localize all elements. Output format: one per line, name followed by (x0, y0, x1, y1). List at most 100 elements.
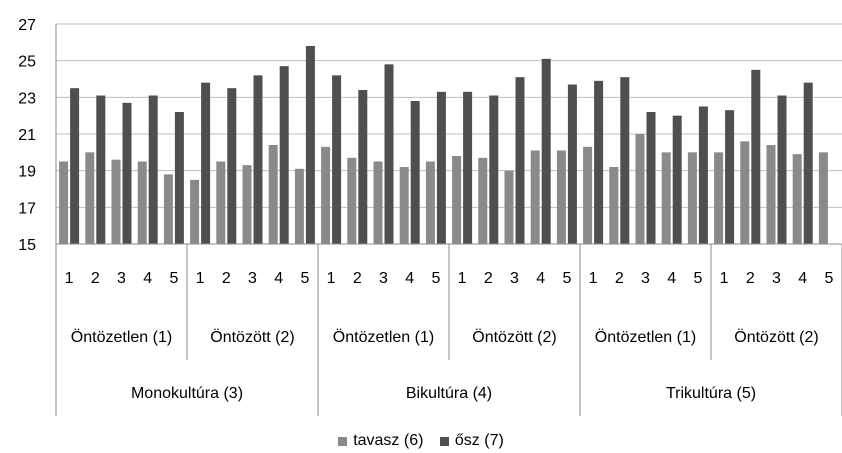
legend: tavasz (6) ősz (7) (0, 432, 842, 451)
bar-osz (672, 115, 682, 245)
x-tick-label: 4 (536, 270, 545, 287)
bar-tavasz (792, 154, 802, 244)
y-tick-label: 21 (18, 127, 36, 144)
bar-osz (384, 64, 394, 244)
x-tick-label: 4 (274, 270, 283, 287)
bar-osz (777, 95, 787, 244)
bar-osz (489, 95, 499, 244)
bar-tavasz (268, 145, 278, 244)
x-tick-label: 2 (91, 270, 100, 287)
bar-tavasz (818, 152, 828, 244)
y-tick-label: 23 (18, 90, 36, 107)
legend-item-tavasz: tavasz (6) (338, 432, 423, 450)
bar-tavasz (714, 152, 724, 244)
bar-tavasz (504, 170, 514, 244)
x-tick-label: 4 (798, 270, 807, 287)
group-label-crop: Monokultúra (3) (131, 385, 243, 402)
x-tick-label: 4 (143, 270, 152, 287)
bar-tavasz (766, 145, 776, 244)
bar-osz (725, 110, 735, 245)
x-tick-label: 5 (824, 270, 833, 287)
x-tick-label: 5 (431, 270, 440, 287)
bar-tavasz (321, 146, 331, 244)
y-tick-label: 25 (18, 54, 36, 71)
bar-tavasz (609, 167, 619, 244)
x-tick-label: 3 (117, 270, 126, 287)
bar-tavasz (452, 156, 462, 244)
group-label-irrigation: Öntözött (2) (472, 328, 556, 346)
x-tick-label: 2 (746, 270, 755, 287)
bar-osz (620, 77, 630, 245)
gridlines (56, 23, 842, 245)
bar-osz (358, 90, 368, 244)
x-tick-label: 3 (641, 270, 650, 287)
bar-tavasz (530, 150, 540, 244)
group-label-crop: Bikultúra (4) (406, 385, 492, 402)
bar-tavasz (190, 179, 200, 244)
x-tick-label: 5 (562, 270, 571, 287)
x-tick-label: 4 (667, 270, 676, 287)
x-tick-label: 1 (720, 270, 729, 287)
bar-osz (70, 88, 80, 245)
x-tick-label: 3 (772, 270, 781, 287)
bar-tavasz (425, 161, 435, 244)
bar-tavasz (373, 161, 383, 244)
y-tick-label: 17 (18, 200, 36, 217)
x-tick-label: 1 (327, 270, 336, 287)
group-label-irrigation: Öntözött (2) (210, 328, 294, 346)
bar-osz (698, 106, 708, 244)
group-label-irrigation: Öntözött (2) (734, 328, 818, 346)
axes (55, 24, 842, 416)
group-label-crop: Trikultúra (5) (666, 385, 756, 402)
group-label-irrigation: Öntözetlen (1) (71, 328, 172, 346)
legend-label-tavasz: tavasz (6) (353, 432, 424, 449)
bar-osz (332, 75, 342, 244)
bar-tavasz (635, 134, 645, 244)
legend-swatch-osz (439, 436, 449, 446)
bar-osz (436, 91, 446, 244)
x-tick-label: 1 (458, 270, 467, 287)
bar-osz (148, 95, 158, 244)
x-tick-label: 5 (300, 270, 309, 287)
bar-tavasz (687, 152, 697, 244)
bar-tavasz (740, 141, 750, 244)
y-tick-label: 19 (18, 164, 36, 181)
bar-osz (253, 75, 263, 244)
x-tick-label: 2 (484, 270, 493, 287)
bar-osz (751, 69, 761, 244)
bar-osz (174, 112, 184, 244)
legend-item-osz: ősz (7) (439, 432, 504, 450)
bar-osz (410, 101, 420, 244)
x-tick-label: 2 (222, 270, 231, 287)
x-tick-label: 1 (196, 270, 205, 287)
bar-tavasz (163, 174, 173, 244)
x-tick-label: 5 (693, 270, 702, 287)
x-tick-label: 2 (353, 270, 362, 287)
bar-osz (646, 112, 656, 244)
bar-tavasz (347, 157, 357, 244)
bar-tavasz (242, 165, 252, 244)
x-tick-label: 5 (169, 270, 178, 287)
bar-osz (541, 58, 551, 245)
bar-osz (279, 66, 289, 245)
x-tick-label: 3 (510, 270, 519, 287)
bar-osz (803, 82, 813, 245)
bars (59, 46, 828, 245)
bar-osz (463, 91, 473, 244)
bar-tavasz (294, 168, 304, 244)
bar-osz (227, 88, 237, 245)
group-label-irrigation: Öntözetlen (1) (333, 328, 434, 346)
bar-tavasz (583, 146, 593, 244)
group-label-irrigation: Öntözetlen (1) (595, 328, 696, 346)
bar-tavasz (137, 161, 147, 244)
bar-osz (515, 77, 525, 245)
x-tick-label: 1 (589, 270, 598, 287)
y-tick-label: 27 (18, 17, 36, 34)
x-tick-label: 2 (615, 270, 624, 287)
bar-osz (96, 95, 106, 244)
bar-tavasz (478, 157, 488, 244)
bar-tavasz (111, 159, 121, 244)
x-tick-label: 3 (379, 270, 388, 287)
